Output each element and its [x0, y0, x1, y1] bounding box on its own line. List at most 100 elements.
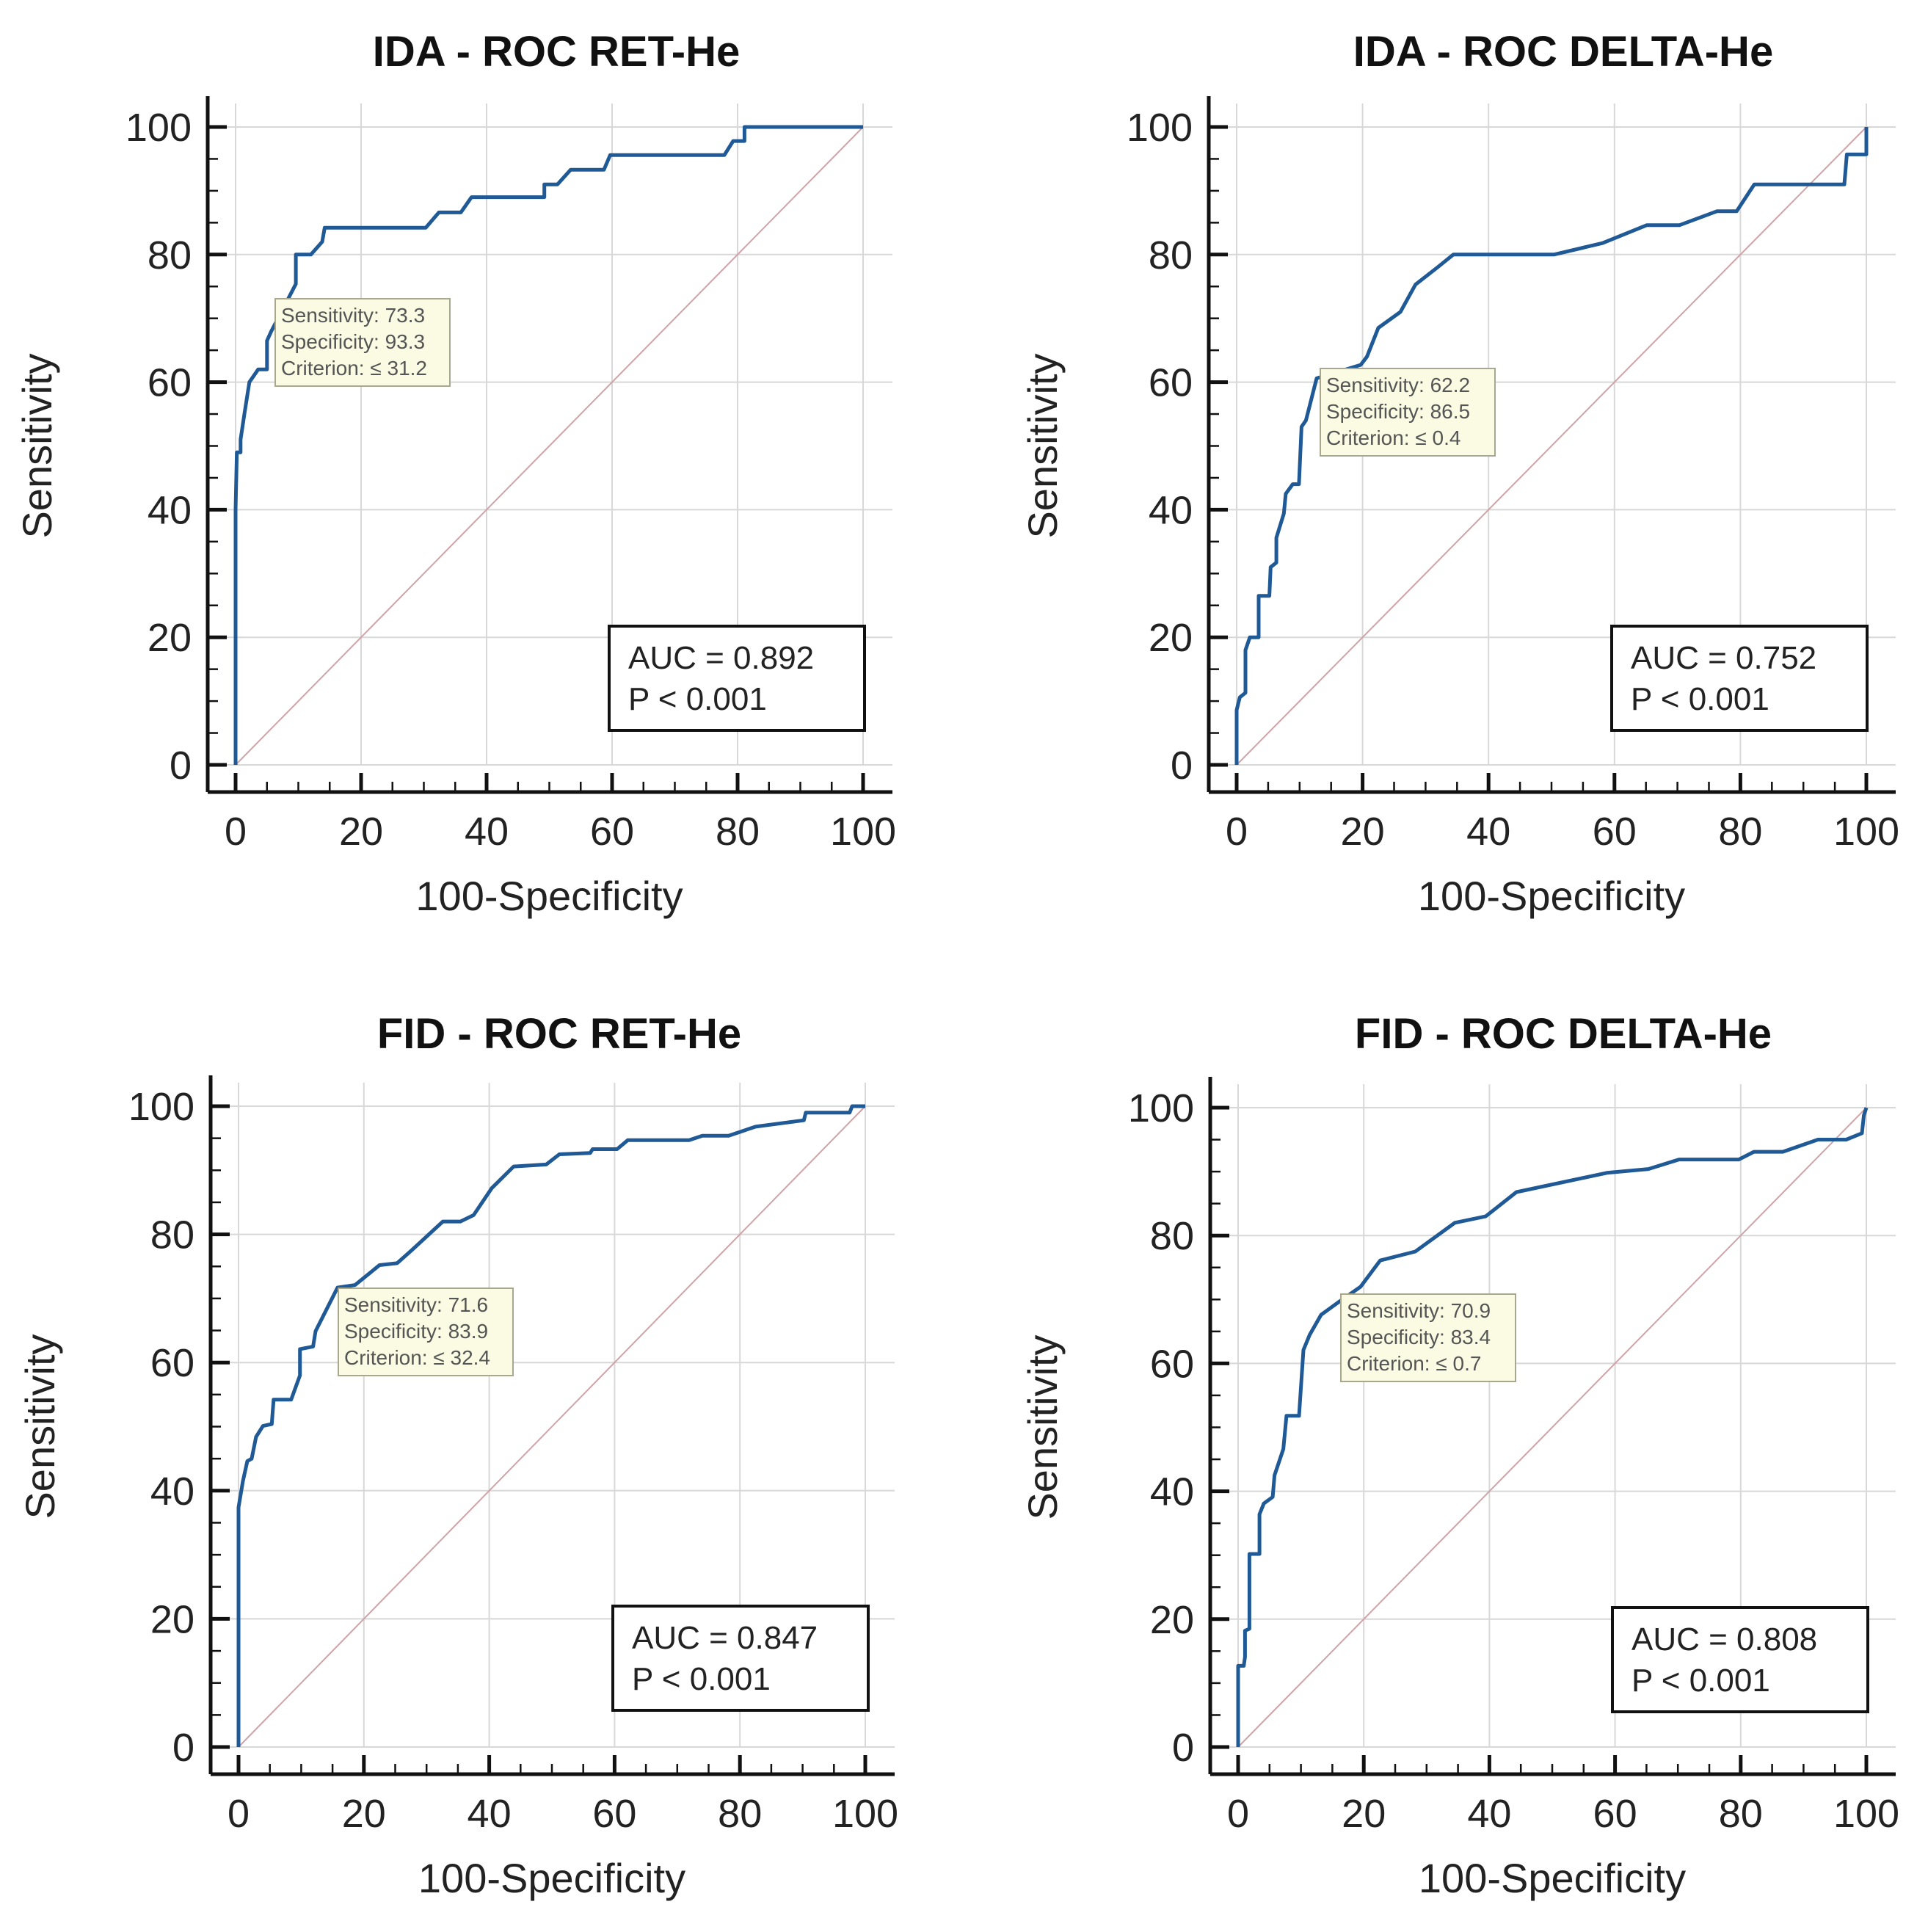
y-tick-label: 20: [1150, 1598, 1194, 1642]
auc-box: AUC = 0.752 P < 0.001: [1610, 625, 1869, 732]
y-tick-label: 100: [128, 1085, 194, 1129]
criterion-tooltip: Sensitivity: 71.6 Specificity: 83.9 Criter…: [338, 1288, 514, 1376]
p-value: P < 0.001: [1631, 681, 1769, 717]
auc-value: AUC = 0.808: [1631, 1622, 1817, 1657]
x-tick-label: 0: [1227, 1792, 1249, 1836]
y-tick-label: 100: [125, 106, 192, 150]
tooltip-line: Sensitivity: 73.3: [281, 304, 425, 327]
x-tick-label: 0: [228, 1792, 250, 1836]
x-tick-label: 40: [468, 1792, 512, 1836]
x-tick-label: 100: [832, 1792, 898, 1836]
chart-title: IDA - ROC DELTA-He: [1353, 28, 1773, 76]
y-axis-label: Sensitivity: [17, 1334, 63, 1519]
y-tick-label: 80: [150, 1213, 194, 1257]
x-tick-label: 80: [1718, 810, 1762, 854]
tooltip-box: [338, 1288, 514, 1376]
y-tick-label: 20: [150, 1597, 194, 1641]
y-tick-label: 80: [1150, 1214, 1194, 1258]
chart-title: FID - ROC RET-He: [377, 1010, 741, 1058]
roc-panel-2: 0 20 40 60 80 100 0 20 40 60 80 100 IDA - ROC DELTA-…: [1019, 28, 1899, 919]
x-tick-label: 60: [590, 810, 634, 854]
y-tick-label: 0: [1172, 1726, 1194, 1770]
y-tick-label: 80: [148, 233, 192, 277]
x-tick-label: 40: [465, 810, 509, 854]
x-tick-label: 60: [1593, 810, 1637, 854]
p-value: P < 0.001: [628, 681, 767, 717]
auc-box-frame: [1610, 625, 1869, 732]
auc-value: AUC = 0.892: [628, 640, 814, 676]
auc-box-frame: [608, 625, 866, 732]
x-tick-label: 20: [1342, 1792, 1386, 1836]
y-tick-label: 0: [170, 744, 192, 788]
roc-curve: [1234, 127, 1869, 765]
x-tick-label: 20: [1341, 810, 1385, 854]
y-tick-label: 60: [1149, 361, 1193, 405]
tooltip-line: Specificity: 83.4: [1347, 1326, 1491, 1348]
x-tick-label: 100: [830, 810, 896, 854]
y-tick-label: 60: [150, 1341, 194, 1385]
chart-title: FID - ROC DELTA-He: [1355, 1010, 1772, 1058]
x-tick-label: 40: [1467, 1792, 1511, 1836]
x-axis-label: 100-Specificity: [418, 1855, 685, 1901]
p-value: P < 0.001: [1631, 1663, 1770, 1699]
y-axis-label: Sensitivity: [1019, 353, 1066, 538]
y-tick-label: 40: [150, 1470, 194, 1514]
auc-box-frame: [611, 1605, 870, 1712]
reference-diagonal: [238, 1105, 866, 1748]
x-axis-label: 100-Specificity: [1418, 873, 1685, 919]
roc-panel-1: 0 20 40 60 80 100 0 20 40 60 80 100 IDA - ROC RET-He…: [14, 28, 896, 919]
y-tick-label: 40: [1150, 1470, 1194, 1514]
auc-value: AUC = 0.847: [632, 1620, 818, 1656]
tooltip-line: Criterion: ≤ 0.4: [1326, 426, 1460, 449]
tooltip-line: Sensitivity: 71.6: [344, 1293, 488, 1316]
roc-panel-3: 0 20 40 60 80 100 0 20 40 60 80 100 FID - ROC RET-He…: [17, 1010, 898, 1901]
auc-box: AUC = 0.892 P < 0.001: [608, 625, 866, 732]
x-tick-label: 0: [225, 810, 247, 854]
y-tick-label: 100: [1128, 1086, 1194, 1130]
y-tick-label: 20: [148, 616, 192, 660]
roc-curve: [1236, 1107, 1869, 1747]
reference-diagonal: [235, 126, 864, 766]
x-tick-label: 100: [1833, 1792, 1899, 1836]
y-tick-label: 40: [148, 488, 192, 532]
x-tick-label: 80: [716, 810, 760, 854]
x-tick-label: 80: [718, 1792, 762, 1836]
p-value: P < 0.001: [632, 1661, 771, 1697]
y-tick-label: 0: [172, 1726, 194, 1770]
y-tick-label: 100: [1127, 106, 1193, 150]
roc-curve: [233, 125, 863, 765]
tooltip-box: [1320, 368, 1496, 457]
y-axis-label: Sensitivity: [1019, 1334, 1066, 1519]
roc-panel-4: 0 20 40 60 80 100 0 20 40 60 80 100 FID - ROC DELTA-…: [1019, 1010, 1899, 1901]
chart-title: IDA - ROC RET-He: [373, 28, 741, 76]
x-tick-label: 20: [339, 810, 383, 854]
x-tick-label: 80: [1719, 1792, 1763, 1836]
y-tick-label: 20: [1149, 616, 1193, 660]
auc-box: AUC = 0.847 P < 0.001: [611, 1605, 870, 1712]
auc-box-frame: [1611, 1606, 1869, 1713]
auc-value: AUC = 0.752: [1631, 640, 1816, 676]
y-tick-label: 60: [148, 361, 192, 405]
tooltip-line: Criterion: ≤ 0.7: [1347, 1352, 1481, 1375]
y-tick-label: 60: [1150, 1342, 1194, 1386]
x-tick-label: 60: [592, 1792, 636, 1836]
x-tick-label: 100: [1833, 810, 1899, 854]
y-tick-label: 80: [1149, 233, 1193, 277]
criterion-tooltip: Sensitivity: 73.3 Specificity: 93.3 Criter…: [274, 298, 451, 387]
y-axis-label: Sensitivity: [14, 353, 60, 538]
auc-box: AUC = 0.808 P < 0.001: [1611, 1606, 1869, 1713]
tooltip-line: Criterion: ≤ 31.2: [281, 357, 427, 380]
roc-curve: [236, 1104, 865, 1747]
tooltip-line: Specificity: 86.5: [1326, 400, 1470, 423]
reference-diagonal: [1237, 1107, 1867, 1748]
x-tick-label: 40: [1466, 810, 1510, 854]
criterion-tooltip: Sensitivity: 70.9 Specificity: 83.4 Criter…: [1340, 1293, 1516, 1382]
reference-diagonal: [1236, 126, 1867, 766]
tooltip-box: [1340, 1293, 1516, 1382]
x-tick-label: 20: [342, 1792, 386, 1836]
y-tick-label: 40: [1149, 488, 1193, 532]
x-tick-label: 0: [1226, 810, 1248, 854]
x-axis-label: 100-Specificity: [1419, 1855, 1686, 1901]
tooltip-line: Specificity: 93.3: [281, 330, 425, 353]
